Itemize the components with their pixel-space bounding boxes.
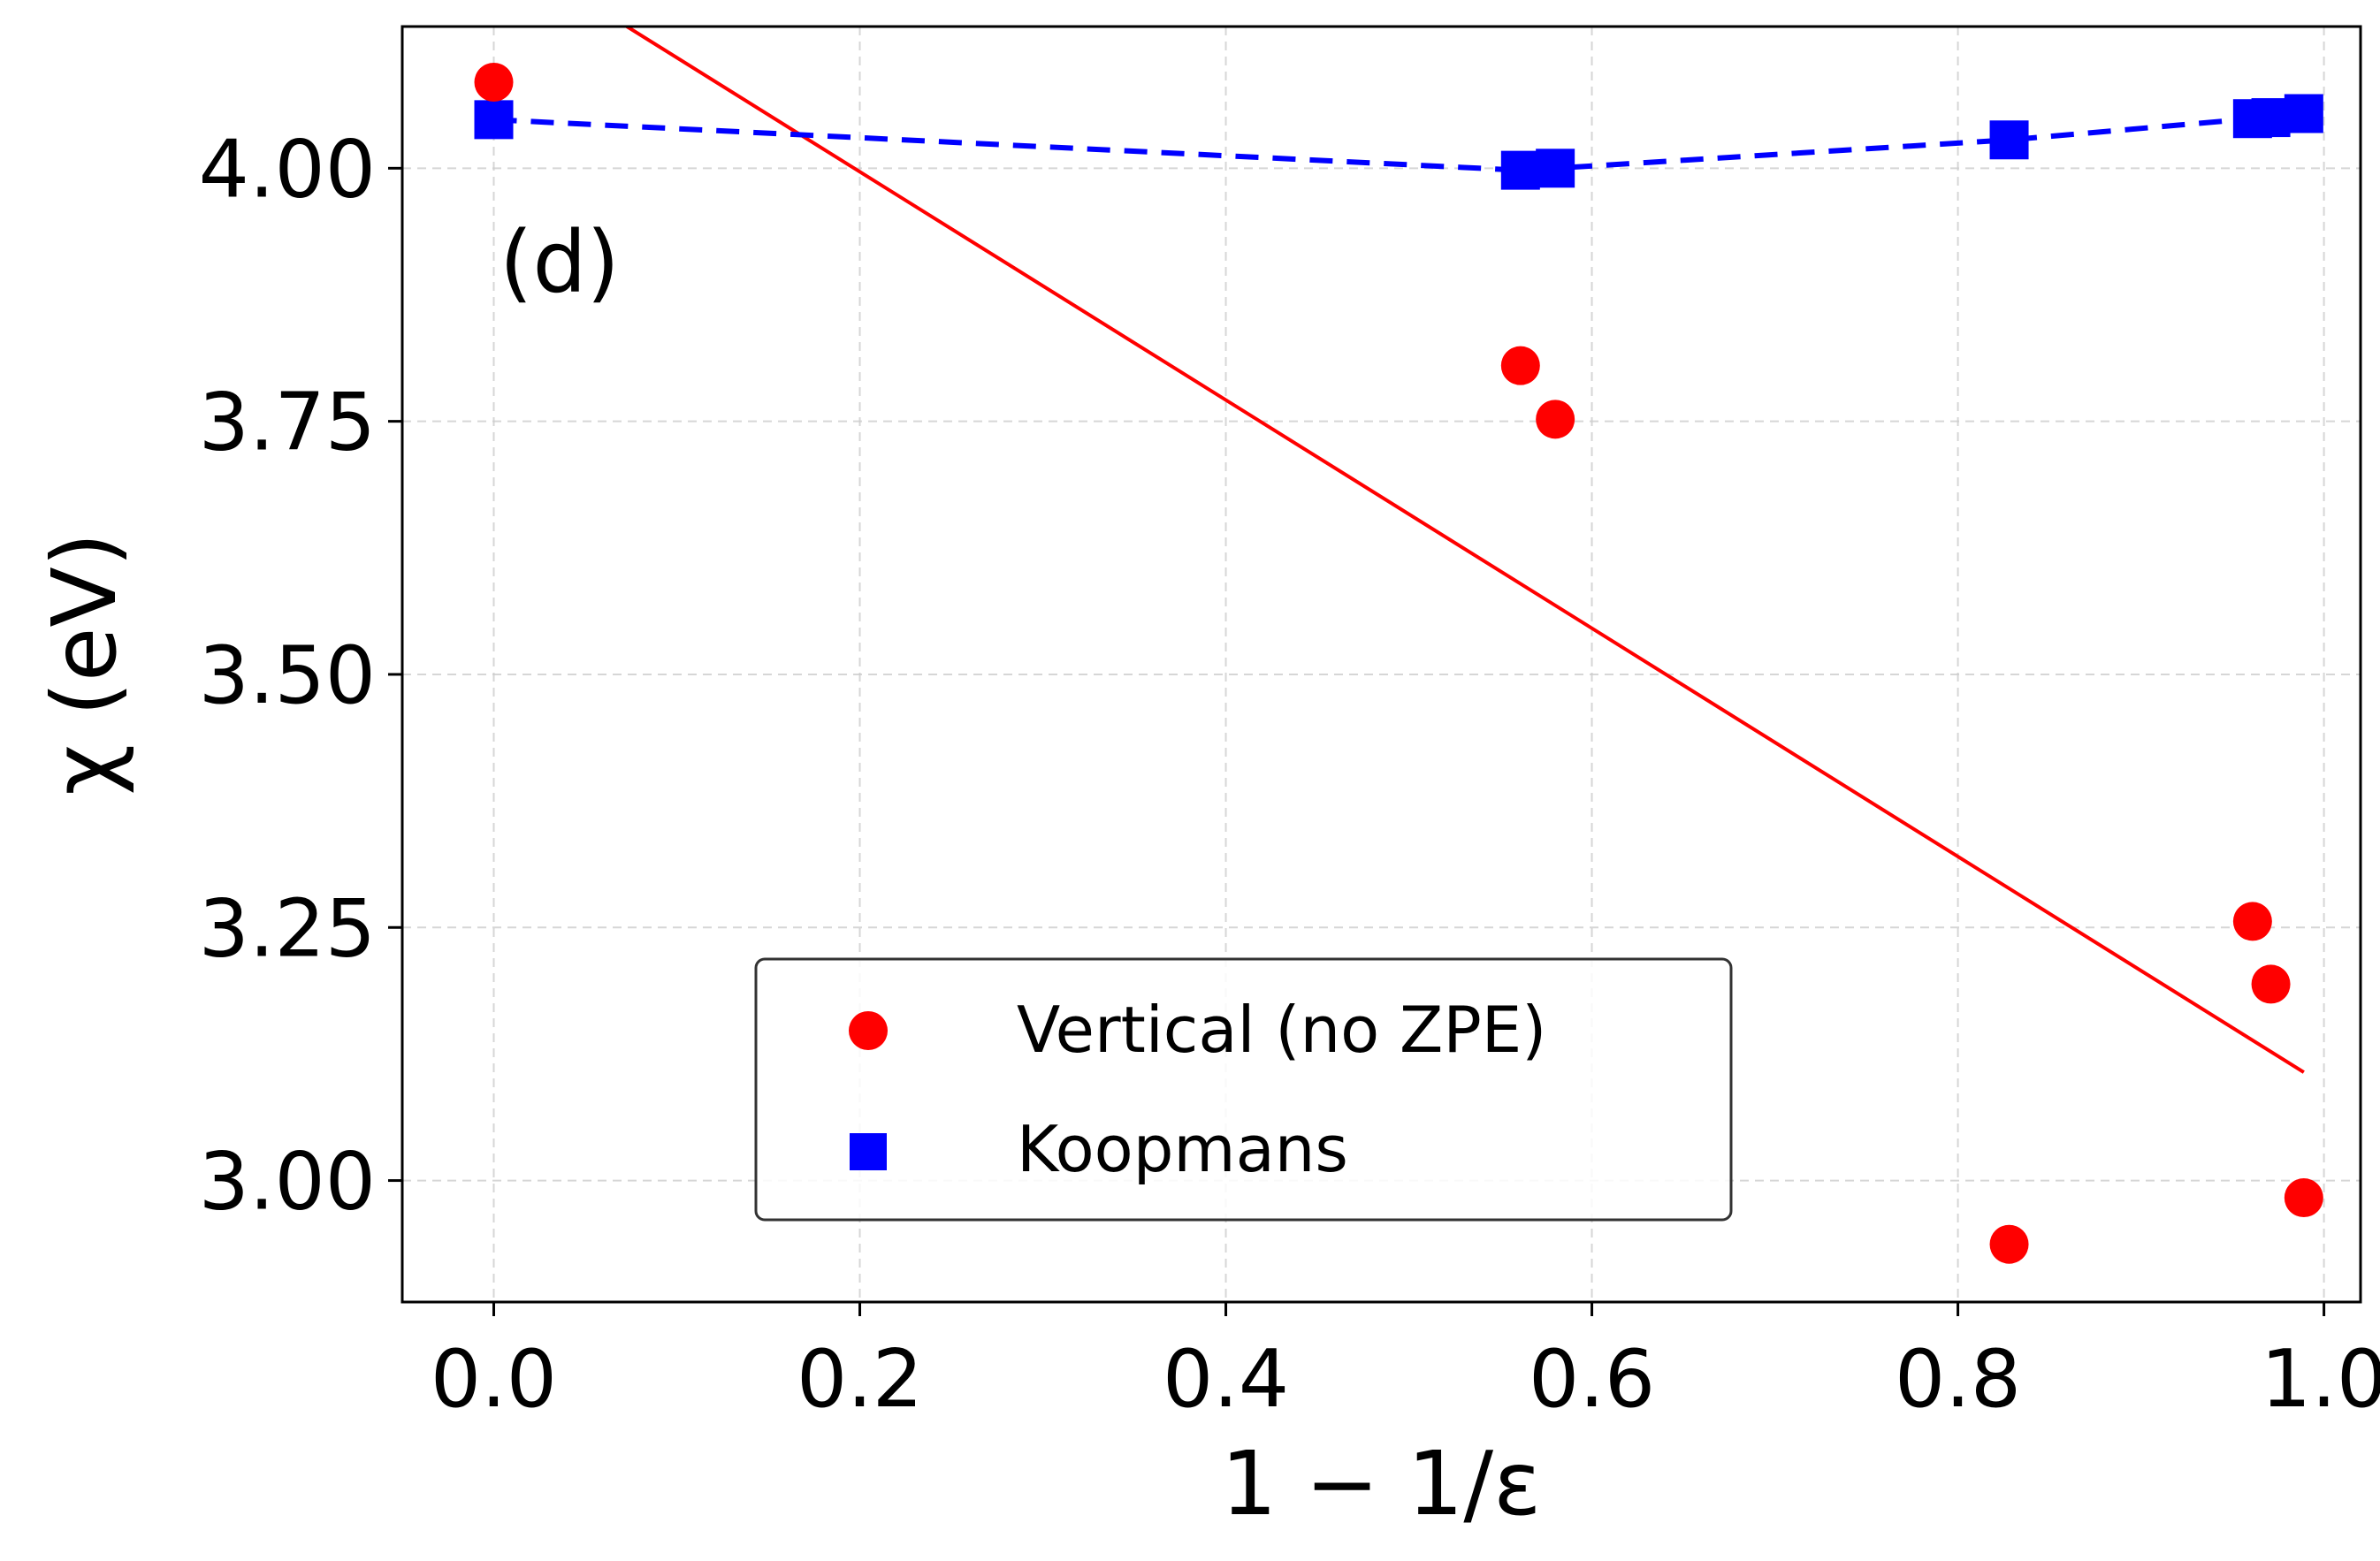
y-tick-label: 4.00 (199, 123, 376, 216)
legend-label-koopmans: Koopmans (1017, 1112, 1348, 1186)
koopmans-point (474, 100, 514, 140)
vertical-point (2284, 1178, 2323, 1218)
vertical-point (474, 62, 514, 102)
y-axis-ticks: 3.00 3.25 3.50 3.75 4.00 (199, 123, 402, 1229)
fit-line (623, 27, 2305, 1074)
vertical-point (1989, 1224, 2029, 1264)
koopmans-point (1500, 150, 1540, 190)
koopmans-point (1536, 148, 1575, 188)
panel-label: (d) (500, 213, 620, 312)
legend: Vertical (no ZPE) Koopmans (754, 957, 1733, 1222)
koopmans-point (2284, 94, 2323, 133)
koopmans-point (2251, 98, 2291, 138)
legend-label-vertical: Vertical (no ZPE) (1017, 993, 1546, 1067)
x-tick-label: 0.6 (1529, 1333, 1655, 1426)
x-tick-label: 0.8 (1895, 1333, 2021, 1426)
vertical-point (1536, 400, 1575, 439)
koopmans-line (493, 110, 2305, 173)
y-tick-label: 3.75 (199, 377, 376, 469)
y-axis-title: χ (eV) (33, 532, 136, 796)
x-tick-label: 0.4 (1163, 1333, 1289, 1426)
x-tick-label: 1.0 (2261, 1333, 2380, 1426)
x-axis-title: 1 − 1/ε (1221, 1432, 1541, 1535)
vertical-point (2251, 964, 2291, 1004)
y-tick-label: 3.25 (199, 882, 376, 975)
koopmans-point (1989, 120, 2029, 160)
vertical-point (1500, 346, 1540, 385)
plot-frame (400, 25, 2362, 1304)
y-tick-label: 3.00 (199, 1136, 376, 1229)
x-axis-ticks: 0.0 0.2 0.4 0.6 0.8 1.0 (431, 1302, 2380, 1426)
legend-box (754, 957, 1733, 1222)
x-tick-label: 0.2 (797, 1333, 923, 1426)
legend-marker-koopmans (850, 1133, 887, 1170)
x-tick-label: 0.0 (431, 1333, 557, 1426)
y-tick-label: 3.50 (199, 629, 376, 722)
vertical-point (2232, 902, 2272, 941)
legend-marker-vertical (849, 1011, 888, 1050)
